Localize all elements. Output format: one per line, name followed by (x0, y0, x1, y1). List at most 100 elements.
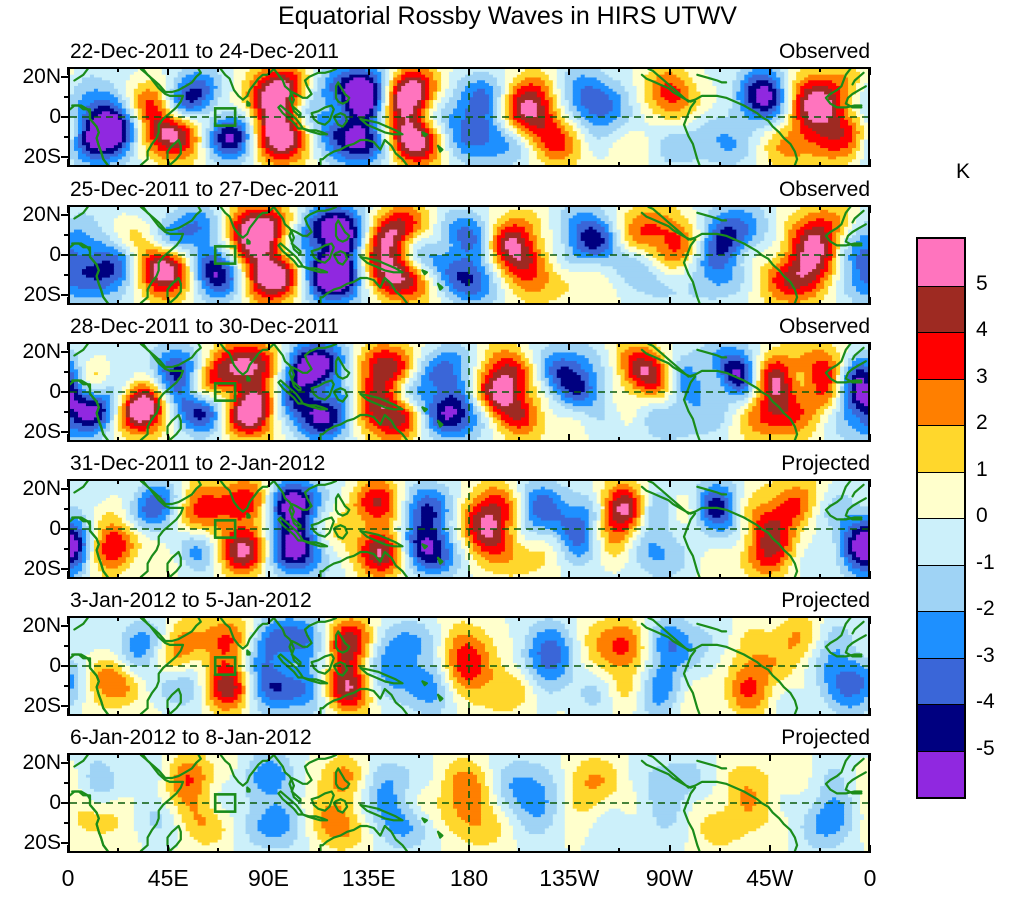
x-tick (518, 437, 520, 442)
x-tick (418, 205, 420, 210)
x-tick (67, 159, 69, 167)
x-tick (669, 616, 671, 624)
x-tick (67, 616, 69, 624)
x-tick (669, 479, 671, 487)
x-tick (819, 711, 821, 716)
x-tick (869, 297, 871, 305)
x-tick (368, 159, 370, 167)
x-tick (468, 434, 470, 442)
y-tick (61, 391, 68, 393)
x-tick (268, 67, 270, 75)
y-tick-minor (64, 782, 68, 784)
colorbar-tick--5: -5 (976, 737, 995, 761)
x-tick (418, 848, 420, 853)
x-tick (869, 571, 871, 579)
x-tick (167, 616, 169, 624)
x-tick (769, 845, 771, 853)
colorbar-band-0 (918, 239, 964, 286)
x-tick (769, 616, 771, 624)
colorbar-band-1 (918, 286, 964, 333)
x-tick (518, 479, 520, 484)
colorbar-separator (918, 751, 964, 752)
x-tick (268, 297, 270, 305)
x-tick (67, 571, 69, 579)
y-tick (61, 351, 68, 353)
x-tick (769, 67, 771, 75)
x-tick (167, 159, 169, 167)
panel-date-range-2: 25-Dec-2011 to 27-Dec-2011 (70, 178, 339, 202)
colorbar-band-8 (918, 611, 964, 658)
x-tick (669, 753, 671, 761)
x-tick (769, 205, 771, 213)
x-tick (819, 574, 821, 579)
x-tick (368, 67, 370, 75)
x-tick (318, 848, 320, 853)
x-tick (568, 205, 570, 213)
x-tick (669, 571, 671, 579)
x-tick (568, 297, 570, 305)
x-tick (669, 434, 671, 442)
x-tick (819, 67, 821, 72)
colorbar-tick-1: 1 (976, 458, 988, 482)
x-axis-label-0: 0 (864, 865, 877, 892)
x-tick (318, 342, 320, 347)
x-tick (769, 753, 771, 761)
y-axis-label-20S: 20S (24, 694, 61, 718)
colorbar-band-2 (918, 332, 964, 379)
x-tick (167, 845, 169, 853)
x-tick (318, 437, 320, 442)
y-tick (61, 294, 68, 296)
colorbar-band-4 (918, 425, 964, 472)
x-tick (268, 479, 270, 487)
y-axis-label-20S: 20S (24, 557, 61, 581)
x-tick (217, 616, 219, 621)
x-tick (117, 616, 119, 621)
x-tick (318, 205, 320, 210)
x-tick (368, 571, 370, 579)
x-tick (869, 753, 871, 761)
y-axis-label-0: 0 (49, 791, 61, 815)
x-tick (468, 479, 470, 487)
y-axis-label-20S: 20S (24, 831, 61, 855)
x-tick (719, 848, 721, 853)
colorbar-tick--1: -1 (976, 551, 995, 575)
x-tick (217, 479, 219, 484)
x-tick (268, 205, 270, 213)
y-tick-minor (64, 234, 68, 236)
map-field-4 (68, 479, 870, 579)
x-tick (117, 479, 119, 484)
y-tick (61, 842, 68, 844)
x-axis-label-0: 0 (62, 865, 75, 892)
x-tick (117, 67, 119, 72)
x-tick (468, 708, 470, 716)
x-tick (368, 753, 370, 761)
map-field-5 (68, 616, 870, 716)
x-tick (217, 205, 219, 210)
y-tick-minor (64, 645, 68, 647)
x-tick (117, 205, 119, 210)
x-tick (669, 708, 671, 716)
map-field-6 (68, 753, 870, 853)
x-tick (518, 616, 520, 621)
x-tick (117, 753, 119, 758)
x-tick (418, 162, 420, 167)
x-tick (518, 300, 520, 305)
x-tick (67, 205, 69, 213)
x-tick (618, 848, 620, 853)
x-tick (468, 571, 470, 579)
y-axis-label-20S: 20S (24, 145, 61, 169)
y-axis-label-20N: 20N (22, 614, 61, 638)
colorbar-separator (918, 565, 964, 566)
x-tick (67, 708, 69, 716)
x-tick (268, 434, 270, 442)
x-tick (117, 437, 119, 442)
x-tick (217, 848, 219, 853)
x-tick (819, 848, 821, 853)
x-tick (719, 342, 721, 347)
x-tick (217, 574, 219, 579)
